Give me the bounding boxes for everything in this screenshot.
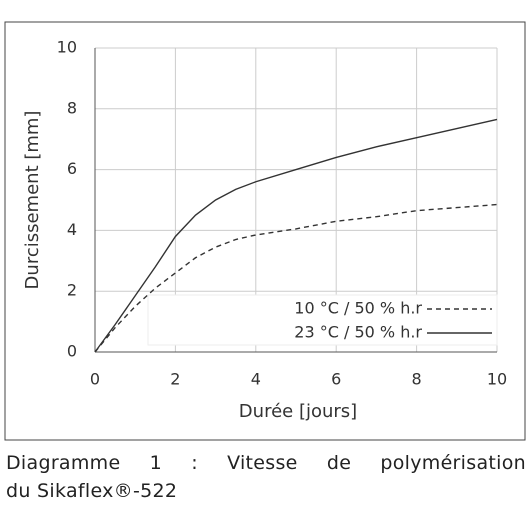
y-tick-label: 6 [67,159,77,178]
legend-box [147,294,498,346]
x-tick-label: 6 [331,370,341,389]
x-tick-label: 10 [487,370,507,389]
chart: Durée [jours] Durcissement [mm] 0 2 4 6 8 10 0… [4,21,526,441]
legend-label: 23 °C / 50 % h.r [294,323,422,342]
x-tick-label: 0 [90,370,100,389]
line [94,118,498,353]
x-axis-label: Durée [jours] [239,401,357,422]
y-tick-label: 2 [67,281,77,300]
x-tick-label: 2 [170,370,180,389]
y-axis-label: Durcissement [mm] [22,111,43,290]
frame [4,21,526,441]
y-tick-label: 0 [67,342,77,361]
x-tick-label: 8 [412,370,422,389]
line [94,203,498,353]
y-tick-label: 8 [67,98,77,117]
caption: Diagramme 1 : Vitesse de polymérisation [6,452,526,474]
legend-label: 10 °C / 50 % h.r [294,299,422,318]
y-tick-label: 10 [57,38,77,57]
x-tick-label: 4 [251,370,261,389]
y-tick-label: 4 [67,220,77,239]
caption: du Sikaflex®-522 [6,480,178,502]
